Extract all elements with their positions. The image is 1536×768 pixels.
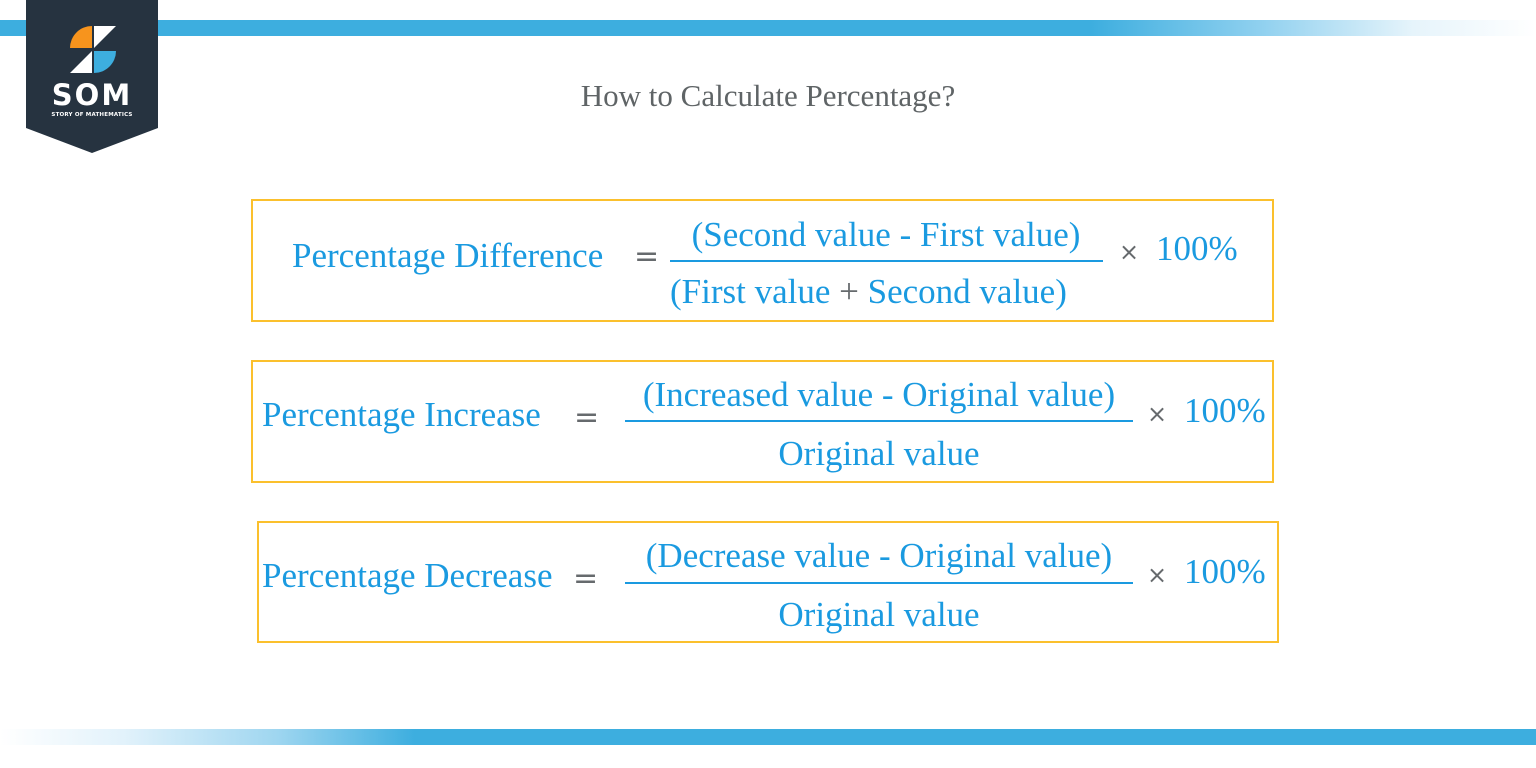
equals-sign: =	[634, 239, 660, 274]
bottom-accent-bar	[0, 729, 1536, 745]
formula-box-increase: Percentage Increase = (Increased value -…	[251, 360, 1274, 483]
page-title: How to Calculate Percentage?	[580, 78, 956, 113]
formula-numerator: (Second value - First value)	[691, 215, 1081, 254]
fraction-line	[625, 582, 1133, 584]
times-sign: ×	[1119, 238, 1140, 266]
equals-sign: =	[573, 561, 599, 596]
times-sign: ×	[1147, 561, 1168, 589]
denominator-part: Second value)	[858, 272, 1067, 311]
formula-multiplier: 100%	[1156, 229, 1238, 268]
formula-multiplier: 100%	[1184, 391, 1266, 430]
equals-sign: =	[574, 400, 600, 435]
formula-box-difference: Percentage Difference = (Second value - …	[251, 199, 1274, 322]
formula-denominator: Original value	[778, 434, 980, 473]
som-logo: SOM STORY OF MATHEMATICS	[26, 0, 158, 153]
plus-sign: +	[839, 272, 859, 311]
formula-multiplier: 100%	[1184, 552, 1266, 591]
formula-denominator: (First value + Second value)	[670, 272, 1084, 312]
formula-label: Percentage Increase	[262, 395, 541, 434]
formula-numerator: (Decrease value - Original value)	[645, 536, 1113, 575]
denominator-part: (First value	[670, 272, 840, 311]
formula-label: Percentage Difference	[292, 236, 604, 275]
formula-box-decrease: Percentage Decrease = (Decrease value - …	[257, 521, 1279, 643]
logo-wordmark: SOM	[51, 78, 133, 112]
fraction-line	[670, 260, 1103, 262]
top-accent-bar	[0, 20, 1536, 36]
logo-tagline: STORY OF MATHEMATICS	[51, 112, 133, 118]
times-sign: ×	[1147, 400, 1168, 428]
formula-label: Percentage Decrease	[262, 556, 553, 595]
formula-numerator: (Increased value - Original value)	[642, 375, 1116, 414]
formula-denominator: Original value	[778, 595, 980, 634]
logo-banner-icon	[26, 0, 158, 153]
fraction-line	[625, 420, 1133, 422]
